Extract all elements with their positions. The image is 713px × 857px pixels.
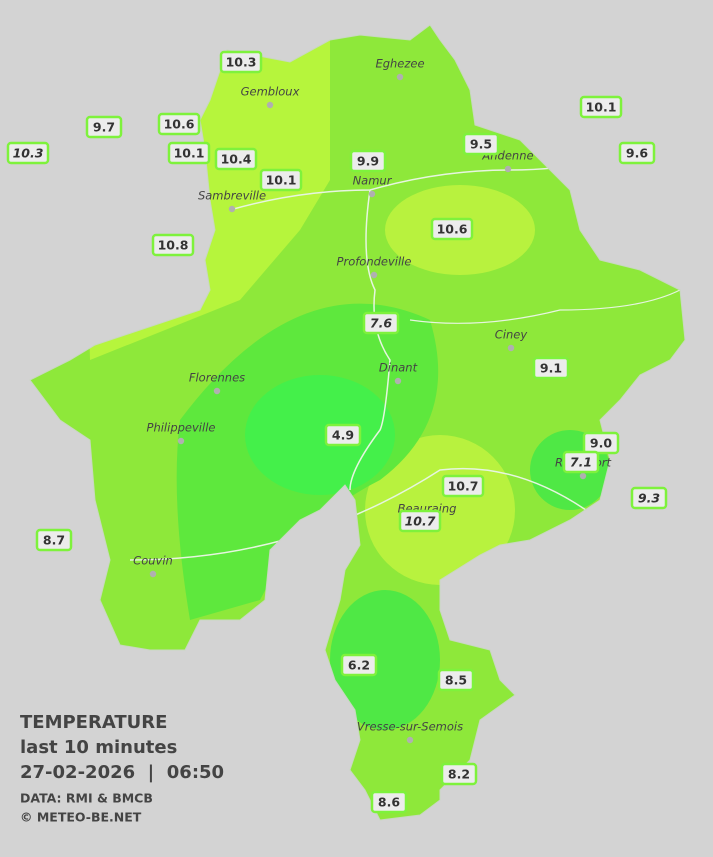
city-name: Gembloux	[241, 85, 300, 99]
city-name: Vresse-sur-Semois	[357, 720, 463, 734]
station-box	[362, 311, 400, 335]
station-box	[35, 528, 73, 552]
station-value: 10.1	[174, 146, 205, 161]
cities: EghezeeGemblouxAndenneNamurSambrevillePr…	[133, 57, 612, 744]
city-dot	[228, 205, 236, 213]
station-box	[370, 790, 408, 814]
station-value: 9.0	[590, 436, 612, 451]
city-dot	[370, 271, 378, 279]
city-dot	[213, 387, 221, 395]
station-box	[441, 474, 485, 498]
station-value: 8.6	[378, 795, 400, 810]
station-value: 10.7	[405, 514, 436, 529]
city-dot	[507, 344, 515, 352]
station-value: 8.7	[43, 533, 65, 548]
station-box	[349, 149, 387, 173]
station-value: 9.3	[638, 491, 660, 506]
city-dot	[396, 73, 404, 81]
station-box	[582, 431, 620, 455]
station-box	[324, 423, 362, 447]
station-value: 10.8	[158, 238, 189, 253]
city-name: Namur	[353, 174, 393, 188]
legend-subtitle: last 10 minutes	[20, 737, 177, 758]
legend-title: TEMPERATURE	[20, 712, 167, 733]
station-box	[462, 132, 500, 156]
station-value: 9.6	[626, 146, 648, 161]
station-box	[151, 233, 195, 257]
stations: 10.3 9.7 10.3 10.6 10.1 10.4 10.1 9.9 9.5 10.1 9.6…	[6, 50, 668, 814]
city-dot	[579, 472, 587, 480]
station-box	[85, 115, 123, 139]
station-box	[440, 762, 478, 786]
station-box	[167, 141, 211, 165]
station-box	[437, 668, 475, 692]
city-dot	[266, 101, 274, 109]
city-dot	[368, 190, 376, 198]
city-dot	[177, 437, 185, 445]
station-box	[219, 50, 263, 74]
station-value: 10.3	[226, 55, 257, 70]
city-dot	[149, 570, 157, 578]
station-value: 9.9	[357, 154, 379, 169]
city-name: Philippeville	[147, 421, 216, 435]
city-dot	[406, 736, 414, 744]
station-value: 10.1	[266, 173, 297, 188]
station-box	[340, 653, 378, 677]
station-box	[430, 217, 474, 241]
station-value: 7.6	[370, 316, 392, 331]
legend-datetime: 27-02-2026 | 06:50	[20, 762, 224, 783]
city-name: Dinant	[379, 361, 418, 375]
station-value: 9.5	[470, 137, 492, 152]
station-box	[214, 147, 258, 171]
station-box	[618, 141, 656, 165]
station-box	[579, 95, 623, 119]
station-value: 8.5	[445, 673, 467, 688]
legend-source: DATA: RMI & BMCB	[20, 791, 153, 806]
station-box	[6, 141, 50, 165]
station-value: 10.6	[437, 222, 468, 237]
station-box	[157, 112, 201, 136]
legend: TEMPERATURE last 10 minutes 27-02-2026 |…	[20, 712, 224, 825]
city-name: Eghezee	[375, 57, 424, 71]
city-name: Florennes	[189, 371, 245, 385]
station-box	[259, 168, 303, 192]
station-value: 7.1	[570, 455, 592, 470]
legend-copyright: © METEO-BE.NET	[20, 810, 142, 825]
station-value: 10.6	[164, 117, 195, 132]
station-value: 9.1	[540, 361, 562, 376]
station-box	[562, 450, 600, 474]
station-value: 6.2	[348, 658, 370, 673]
station-value: 10.3	[13, 146, 44, 161]
city-dot	[504, 165, 512, 173]
city-dot	[394, 377, 402, 385]
station-box	[532, 356, 570, 380]
station-value: 10.7	[448, 479, 479, 494]
station-value: 10.1	[586, 100, 617, 115]
city-name: Sambreville	[198, 189, 266, 203]
station-value: 9.7	[93, 120, 115, 135]
station-value: 10.4	[221, 152, 252, 167]
province-outline	[29, 24, 686, 821]
station-box	[398, 509, 442, 533]
city-name: Couvin	[133, 554, 173, 568]
city-name: Profondeville	[337, 255, 412, 269]
station-value: 4.9	[332, 428, 354, 443]
city-name: Ciney	[495, 328, 528, 342]
station-box	[630, 486, 668, 510]
station-value: 8.2	[448, 767, 470, 782]
